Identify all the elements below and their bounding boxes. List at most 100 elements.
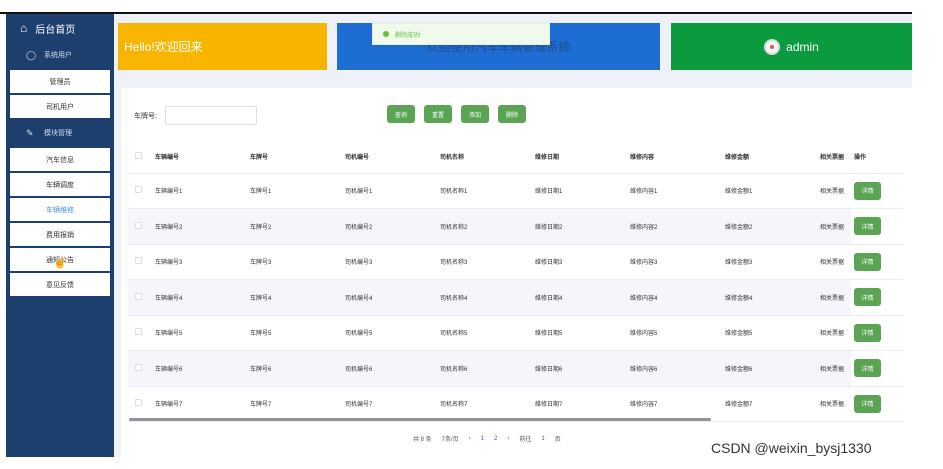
home-icon: ⌂ — [20, 21, 28, 35]
detail-button[interactable]: 详情 — [854, 181, 881, 200]
sidebar-item-repair[interactable]: 车辆维修 — [10, 198, 110, 221]
sidebar-item-notice[interactable]: 通知公告 — [10, 248, 110, 271]
table-cell: 相关票据 — [817, 244, 851, 280]
goto-input[interactable]: 1 — [541, 435, 545, 442]
table-cell: 维修金额7 — [722, 386, 817, 422]
table-cell: 相关票据 — [817, 279, 851, 316]
table-cell: 维修日期6 — [532, 350, 627, 387]
page-1[interactable]: 1 — [480, 435, 485, 442]
table-cell: 司机名称7 — [437, 386, 532, 422]
column-header: 维修内容 — [627, 140, 722, 174]
table-cell: 车牌号7 — [247, 386, 342, 422]
prev-page-icon[interactable]: ‹ — [468, 435, 471, 442]
table-cell: 车辆编号6 — [152, 350, 247, 387]
toast-message: 删除成功! — [395, 32, 421, 39]
table-cell: 维修金额5 — [722, 315, 817, 351]
page-2[interactable]: 2 — [494, 435, 498, 442]
sidebar-home[interactable]: ⌂ 后台首页 — [6, 14, 114, 42]
goto-label: 前往 — [519, 437, 532, 443]
action-buttons: 查询 重置 添加 删除 — [387, 105, 535, 123]
plate-label: 车牌号: — [134, 112, 157, 120]
table-cell: 维修金额2 — [722, 208, 817, 245]
table-row: 车辆编号3 车牌号3 司机编号3 司机名称3 维修日期3 维修内容3 维修金额3 相关票据 详情 — [128, 244, 904, 280]
table-cell: 车牌号1 — [247, 173, 342, 209]
table-cell: 维修日期1 — [532, 173, 627, 209]
table-cell: 车牌号4 — [247, 279, 342, 316]
row-checkbox[interactable] — [135, 399, 142, 407]
horizontal-scrollbar[interactable] — [129, 418, 711, 421]
welcome-card: Hello!欢迎回来 — [118, 23, 327, 70]
table-cell: 维修金额4 — [722, 279, 817, 316]
next-page-icon[interactable]: › — [507, 435, 510, 442]
sidebar-item-car-info[interactable]: 汽车信息 — [10, 148, 110, 171]
row-checkbox[interactable] — [135, 292, 142, 300]
table-cell: 司机编号1 — [342, 173, 437, 209]
top-border — [0, 12, 912, 14]
user-card[interactable]: admin — [671, 23, 912, 70]
avatar — [764, 38, 781, 55]
detail-button[interactable]: 详情 — [854, 394, 881, 413]
success-toast: 删除成功! — [372, 23, 550, 45]
sidebar-item-driver-users[interactable]: 司机用户 — [10, 95, 110, 118]
pagination: 共 8 条 7条/页 ‹ 1 2 › 前往 1 页 — [413, 434, 571, 444]
detail-button[interactable]: 详情 — [854, 288, 881, 307]
column-header: 相关票据 — [817, 140, 851, 174]
select-all-checkbox[interactable] — [135, 151, 142, 159]
table-row: 车辆编号6 车牌号6 司机编号6 司机名称6 维修日期6 维修内容6 维修金额6 相关票据 详情 — [128, 350, 904, 387]
table-cell: 车辆编号1 — [152, 173, 247, 209]
row-checkbox[interactable] — [135, 221, 142, 229]
table-cell: 车辆编号4 — [152, 279, 247, 316]
sidebar-item-expense[interactable]: 费用报销 — [10, 223, 110, 246]
user-name: admin — [786, 39, 819, 54]
column-header: 维修日期 — [532, 140, 627, 174]
table-cell: 维修内容1 — [627, 173, 722, 209]
table-cell: 维修金额3 — [722, 244, 817, 280]
table-row: 车辆编号7 车牌号7 司机编号7 司机名称7 维修日期7 维修内容7 维修金额7 相关票据 详情 — [128, 386, 904, 422]
reset-button[interactable]: 重置 — [424, 105, 452, 123]
sidebar-home-label: 后台首页 — [35, 24, 76, 36]
table-row: 车辆编号4 车牌号4 司机编号4 司机名称4 维修日期4 维修内容4 维修金额4 相关票据 详情 — [128, 279, 904, 316]
column-header: 车辆编号 — [152, 140, 247, 174]
table-row: 车辆编号5 车牌号5 司机编号5 司机名称5 维修日期5 维修内容5 维修金额5 相关票据 详情 — [128, 315, 904, 351]
edit-icon: ✎ — [26, 127, 34, 138]
column-header: 操作 — [851, 140, 904, 174]
column-header: 车牌号 — [247, 140, 342, 174]
table-cell: 维修日期4 — [532, 279, 627, 316]
row-checkbox[interactable] — [135, 328, 142, 336]
query-button[interactable]: 查询 — [387, 105, 415, 123]
table-cell: 司机编号5 — [342, 315, 437, 351]
row-checkbox[interactable] — [135, 186, 142, 194]
table-cell: 相关票据 — [817, 208, 851, 245]
table-cell: 相关票据 — [817, 173, 851, 209]
detail-button[interactable]: 详情 — [854, 359, 881, 378]
table-cell: 司机名称4 — [437, 279, 532, 316]
plate-search-input[interactable] — [164, 106, 257, 125]
sidebar-item-admin[interactable]: 管理员 — [10, 70, 110, 93]
row-checkbox[interactable] — [135, 257, 142, 265]
detail-button[interactable]: 详情 — [854, 323, 881, 342]
row-checkbox[interactable] — [135, 363, 142, 371]
content-panel: 车牌号: 查询 重置 添加 删除 车辆编号 车牌号 司机编号 司机名称 维修日期 — [121, 88, 912, 457]
table-cell: 相关票据 — [817, 386, 851, 422]
sidebar-group-modules[interactable]: ✎ 模块管理 — [6, 120, 114, 146]
detail-button[interactable]: 详情 — [854, 217, 881, 236]
delete-button[interactable]: 删除 — [498, 105, 526, 123]
sidebar-item-dispatch[interactable]: 车辆调度 — [10, 173, 110, 196]
table-cell: 司机名称3 — [437, 244, 532, 280]
page-size-select[interactable]: 7条/页 — [441, 437, 459, 443]
sidebar-group-system-users[interactable]: ◯ 系统用户 — [6, 42, 114, 68]
table-cell: 车辆编号5 — [152, 315, 247, 351]
table-cell: 司机编号7 — [342, 386, 437, 422]
table-cell: 维修内容4 — [627, 279, 722, 316]
detail-button[interactable]: 详情 — [854, 252, 881, 271]
watermark: CSDN @weixin_bysj1330 — [711, 440, 872, 456]
table-cell: 司机名称2 — [437, 208, 532, 245]
table-cell: 维修日期7 — [532, 386, 627, 422]
pagination-total: 共 8 条 — [413, 437, 432, 443]
search-form: 车牌号: — [134, 106, 257, 125]
sidebar-item-feedback[interactable]: 意见反馈 — [10, 273, 110, 296]
add-button[interactable]: 添加 — [461, 105, 489, 123]
table-cell: 车辆编号2 — [152, 208, 247, 245]
shield-icon: ◯ — [26, 49, 37, 60]
table-cell: 车牌号5 — [247, 315, 342, 351]
